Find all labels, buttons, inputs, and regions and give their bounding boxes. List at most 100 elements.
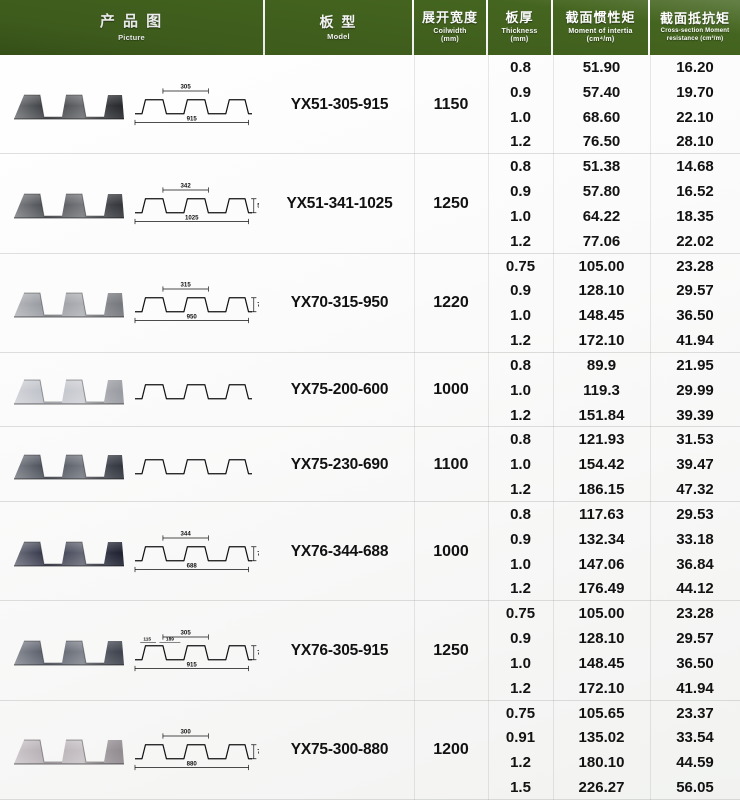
inertia-value: 154.42 [578,456,625,474]
resistance-value: 18.35 [676,207,714,225]
table-row: 305 915 YX51-305-915 1150 0.8 51.90 16.2… [0,55,740,155]
resistance-value: 29.99 [676,381,714,399]
coilwidth-cell: 1100 [414,427,488,502]
table-body: 305 915 YX51-305-915 1150 0.8 51.90 16.2… [0,55,740,800]
column-header-inertia-cn: 截面惯性矩 [565,9,636,25]
model-cell: YX70-315-950 [265,254,414,353]
table-row: 315 950 70 YX70-315-950 1220 0.75 105. [0,254,740,353]
spec-group-cell: 0.8 51.90 16.20 0.9 57.40 19.70 1.0 68.6… [488,55,740,154]
inertia-value: 151.84 [578,406,625,424]
table-row: 300 880 75 YX75-300-880 1200 0.75 105. [0,701,740,800]
thickness-value: 0.8 [510,505,531,523]
product-picture-cell: 305 915 [0,55,265,154]
spec-group-cell: 0.8 51.38 14.68 0.9 57.80 16.52 1.0 64.2… [488,154,740,253]
svg-text:880: 880 [187,761,198,768]
product-photo [10,358,128,422]
spec-subrow: 0.9 132.34 33.18 [488,527,740,552]
resistance-value: 19.70 [676,83,714,101]
spec-subrow: 1.2 76.50 28.10 [488,129,740,154]
model-name: YX51-341-1025 [286,194,393,212]
spec-subrow: 0.9 128.10 29.57 [488,278,740,303]
coilwidth-cell: 1000 [414,502,488,601]
model-name: YX75-230-690 [290,455,389,473]
spec-subrow: 0.9 57.40 19.70 [488,80,740,105]
profile-drawing: 300 880 75 [128,720,259,780]
coilwidth-value: 1000 [433,542,469,560]
product-picture-cell: 344 688 76 [0,502,265,601]
svg-text:76: 76 [257,649,259,656]
spec-subrow: 1.2 176.49 44.12 [488,576,740,601]
thickness-value: 0.8 [510,158,531,176]
product-picture-cell: 315 950 70 [0,254,265,353]
thickness-value: 0.75 [505,605,536,623]
coilwidth-cell: 1000 [414,353,488,428]
svg-text:305: 305 [181,83,192,90]
inertia-value: 76.50 [582,133,621,151]
product-photo [10,172,128,236]
product-photo [10,433,128,497]
resistance-value: 29.57 [676,630,714,648]
table-row: YX75-200-600 1000 0.8 89.9 21.95 1.0 119… [0,353,740,428]
resistance-value: 29.53 [676,505,714,523]
resistance-value: 23.28 [676,605,714,623]
resistance-value: 36.50 [676,654,714,672]
inertia-value: 64.22 [582,207,621,225]
thickness-value: 1.0 [510,654,531,672]
svg-text:1025: 1025 [185,215,199,222]
spec-subrow: 0.8 117.63 29.53 [488,502,740,527]
profile-drawing [128,360,259,420]
inertia-value: 105.00 [578,605,625,623]
spec-group-cell: 0.8 117.63 29.53 0.9 132.34 33.18 1.0 14… [488,502,740,601]
resistance-value: 22.10 [676,108,714,126]
model-cell: YX75-300-880 [265,701,414,800]
column-header-thickness: 板厚 Thickness (mm) [488,0,553,55]
svg-text:51: 51 [257,202,259,209]
thickness-value: 1.0 [510,456,531,474]
inertia-value: 148.45 [578,307,625,325]
inertia-value: 77.06 [582,232,621,250]
column-header-thickness-cn: 板厚 [505,9,534,25]
model-cell: YX75-200-600 [265,353,414,428]
spec-subrow: 1.0 64.22 18.35 [488,204,740,229]
profile-drawing [128,435,259,495]
inertia-value: 135.02 [578,729,625,747]
thickness-value: 0.8 [510,356,531,374]
spec-subrow: 0.8 89.9 21.95 [488,353,740,378]
coilwidth-value: 1250 [433,194,469,212]
spec-group-cell: 0.75 105.00 23.28 0.9 128.10 29.57 1.0 1… [488,254,740,353]
thickness-value: 0.9 [510,630,531,648]
coilwidth-cell: 1250 [414,601,488,700]
spec-subrow: 1.0 119.3 29.99 [488,378,740,403]
inertia-value: 117.63 [578,505,625,523]
inertia-value: 132.34 [578,530,625,548]
svg-text:300: 300 [181,729,192,736]
spec-subrow: 1.2 180.10 44.59 [488,750,740,775]
thickness-value: 1.2 [510,679,531,697]
svg-text:688: 688 [187,562,198,569]
inertia-value: 148.45 [578,654,625,672]
spec-group-cell: 0.8 89.9 21.95 1.0 119.3 29.99 1.2 151.8… [488,353,740,428]
column-header-model-en: Model [327,32,350,42]
profile-drawing: 342 1025 51 [128,174,259,234]
resistance-value: 47.32 [676,481,714,499]
inertia-value: 57.80 [582,183,621,201]
spec-subrow: 0.75 105.00 23.28 [488,601,740,626]
column-header-coilwidth-en: Coilwidth (mm) [433,27,467,43]
svg-text:342: 342 [181,182,192,189]
thickness-value: 1.5 [510,779,531,797]
table-row: YX75-230-690 1100 0.8 121.93 31.53 1.0 1… [0,427,740,502]
column-header-picture-cn: 产 品 图 [99,13,164,31]
coilwidth-value: 1150 [433,95,469,113]
profile-drawing: 344 688 76 [128,522,259,582]
resistance-value: 44.59 [676,754,714,772]
column-header-resistance: 截面抵抗矩 Cross-section Moment resistance (c… [650,0,740,55]
product-photo [10,520,128,584]
column-divider-resistance [650,55,651,800]
column-header-coilwidth: 展开宽度 Coilwidth (mm) [414,0,488,55]
profile-drawing: 315 950 70 [128,273,259,333]
resistance-value: 23.28 [676,257,714,275]
inertia-value: 172.10 [578,332,625,350]
resistance-value: 33.18 [676,530,714,548]
thickness-value: 1.2 [510,481,531,499]
table-row: 305 915 76 115 189 YX76-305-915 1250 [0,601,740,701]
